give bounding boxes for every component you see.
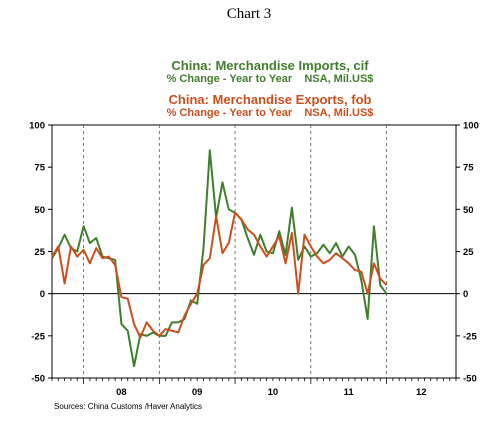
y-tick-label-right: -50 — [463, 374, 477, 385]
y-tick-label-left: 100 — [29, 121, 45, 132]
x-tick-label: 11 — [344, 387, 355, 398]
y-tick-label-left: 25 — [34, 247, 45, 258]
y-tick-label-left: 0 — [40, 289, 45, 300]
plot-frame — [51, 124, 457, 379]
legend-imports-name: China: Merchandise Imports, cif — [171, 58, 369, 73]
y-tick-label-right: 25 — [463, 247, 474, 258]
y-tick-label-right: 0 — [463, 289, 468, 300]
y-tick-label-left: 50 — [34, 205, 45, 216]
y-tick-label-right: 100 — [463, 121, 479, 132]
exports-series-line — [51, 211, 388, 339]
y-tick-label-left: -25 — [31, 331, 45, 342]
y-tick-label-left: 75 — [34, 163, 45, 174]
y-tick-label-left: -50 — [31, 374, 45, 385]
legend-imports: China: Merchandise Imports, cif % Change… — [100, 58, 440, 86]
x-tick-label: 09 — [192, 387, 203, 398]
y-tick-label-right: -25 — [463, 331, 477, 342]
y-tick-label-right: 50 — [463, 205, 474, 216]
x-tick-label: 12 — [416, 387, 427, 398]
legend-exports-desc: % Change - Year to Year NSA, Mil.US$ — [166, 107, 374, 119]
x-tick-label: 10 — [268, 387, 279, 398]
legend-exports: China: Merchandise Exports, fob % Change… — [100, 92, 440, 120]
chart-title: Chart 3 — [226, 6, 272, 22]
x-tick-label: 08 — [116, 387, 127, 398]
y-tick-label-right: 75 — [463, 163, 474, 174]
source-note: Sources: China Customs /Haver Analytics — [54, 402, 203, 411]
legend-exports-name: China: Merchandise Exports, fob — [168, 92, 372, 107]
legend-imports-desc: % Change - Year to Year NSA, Mil.US$ — [166, 73, 374, 85]
imports-series-line — [51, 149, 388, 368]
